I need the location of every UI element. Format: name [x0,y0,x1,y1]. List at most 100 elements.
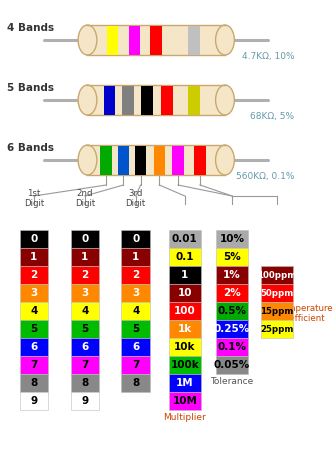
Bar [151,25,162,54]
Text: 0.1%: 0.1% [218,342,247,352]
Bar [216,248,248,266]
Bar [188,85,200,114]
Ellipse shape [78,85,97,115]
Bar [71,338,99,356]
Bar [261,266,293,284]
Text: 4: 4 [81,306,88,316]
Text: 2: 2 [132,270,139,280]
Text: 6: 6 [132,342,139,352]
Bar [216,266,248,284]
Bar [261,284,293,302]
Text: 9: 9 [81,396,88,406]
Bar [19,356,48,374]
Text: Multiplier: Multiplier [163,413,206,422]
Bar [19,284,48,302]
Bar [122,85,134,114]
Text: 4: 4 [30,306,38,316]
Bar [87,25,225,55]
Text: 0: 0 [30,234,38,244]
Bar [103,85,115,114]
Text: Temperature
Coefficient: Temperature Coefficient [279,304,333,324]
Ellipse shape [216,145,234,175]
Text: 3: 3 [132,288,139,298]
Bar [216,284,248,302]
Text: 7: 7 [30,360,38,370]
Bar [261,302,293,320]
Bar [19,392,48,410]
Bar [216,302,248,320]
Text: 3: 3 [81,288,88,298]
Bar [169,230,201,248]
Text: 10k: 10k [174,342,196,352]
Bar [100,145,112,174]
Bar [19,302,48,320]
Bar [169,374,201,392]
Bar [216,230,248,248]
Text: 8: 8 [30,378,38,388]
Bar [172,145,184,174]
Ellipse shape [78,25,97,55]
Text: 7: 7 [132,360,139,370]
Bar [169,284,201,302]
Text: 0: 0 [81,234,88,244]
Text: 1st
Digit: 1st Digit [24,189,44,208]
Text: 6: 6 [81,342,88,352]
Bar [169,392,201,410]
Text: 8: 8 [132,378,139,388]
Bar [121,302,150,320]
Bar [118,145,129,174]
Text: 0.05%: 0.05% [214,360,250,370]
Bar [71,230,99,248]
Bar [141,85,153,114]
Bar [19,374,48,392]
Text: 4: 4 [132,306,139,316]
Bar [71,248,99,266]
Bar [71,392,99,410]
Text: 5: 5 [81,324,88,334]
Bar [169,356,201,374]
Bar [19,248,48,266]
Bar [121,248,150,266]
Text: 2: 2 [81,270,88,280]
Text: 25ppm: 25ppm [260,325,293,333]
Bar [71,356,99,374]
Bar [71,374,99,392]
Bar [216,338,248,356]
Text: 0.01: 0.01 [172,234,198,244]
Bar [71,320,99,338]
Text: 8: 8 [81,378,88,388]
Bar [169,302,201,320]
Text: 4 Bands: 4 Bands [7,23,54,33]
Text: 4.7KΩ, 10%: 4.7KΩ, 10% [242,52,295,61]
Ellipse shape [216,25,234,55]
Bar [169,266,201,284]
Text: 5%: 5% [223,252,241,262]
Text: 1%: 1% [223,270,241,280]
Text: 1: 1 [181,270,188,280]
Text: 5: 5 [30,324,38,334]
Text: 100: 100 [174,306,196,316]
Bar [71,284,99,302]
Bar [261,320,293,338]
Text: 2: 2 [30,270,38,280]
Bar [121,338,150,356]
Bar [169,338,201,356]
Bar [169,248,201,266]
Bar [188,25,200,54]
Bar [216,320,248,338]
Bar [121,320,150,338]
Text: 10: 10 [177,288,192,298]
Text: 560KΩ, 0.1%: 560KΩ, 0.1% [236,172,295,181]
Bar [121,284,150,302]
Text: 1: 1 [81,252,88,262]
Text: 1k: 1k [178,324,192,334]
Text: 3: 3 [30,288,38,298]
Ellipse shape [78,145,97,175]
Text: 0.25%: 0.25% [214,324,250,334]
Bar [107,25,118,54]
Bar [128,25,140,54]
Bar [19,266,48,284]
Bar [154,145,165,174]
Bar [194,145,206,174]
Bar [19,338,48,356]
